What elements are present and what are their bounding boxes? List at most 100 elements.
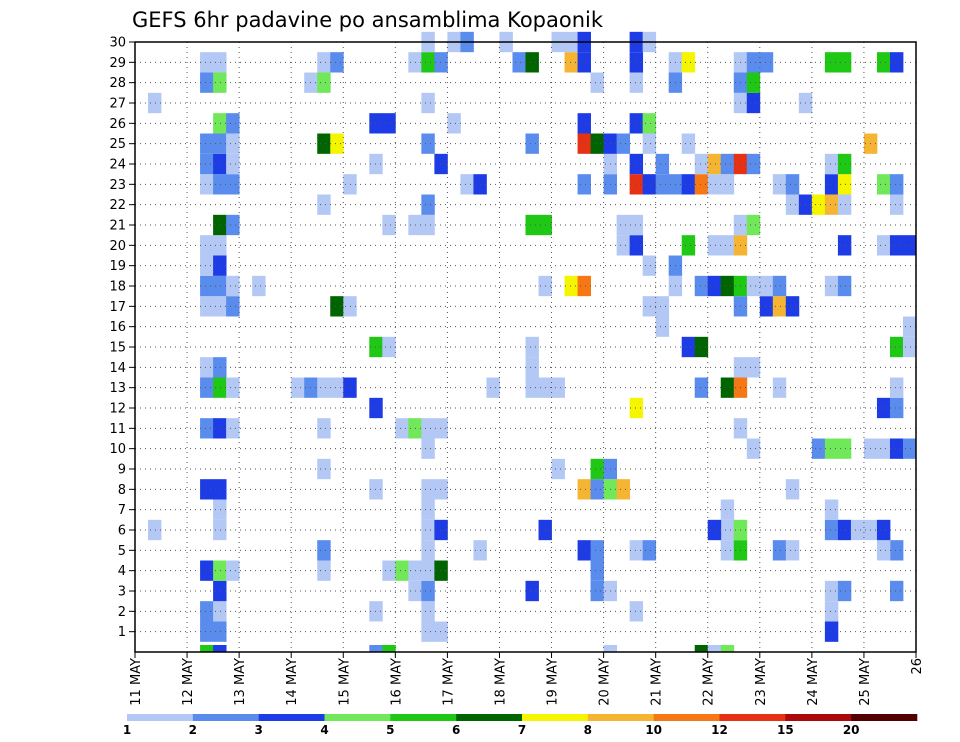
heatmap-cell <box>876 438 891 459</box>
y-tick-label: 28 <box>109 76 126 91</box>
legend-color-swatch <box>587 714 654 721</box>
legend-color-swatch <box>258 714 325 721</box>
heatmap-cell <box>590 72 604 93</box>
heatmap-cell <box>200 621 214 642</box>
legend-color-swatch <box>456 714 523 721</box>
y-tick-label: 8 <box>118 483 126 498</box>
heatmap-cell <box>317 72 331 93</box>
heatmap-cell <box>213 52 227 73</box>
heatmap-cell <box>590 479 604 500</box>
y-tick-label: 2 <box>118 605 126 620</box>
heatmap-cell <box>772 377 787 398</box>
heatmap-cell <box>213 560 227 581</box>
heatmap-cell <box>434 479 448 500</box>
heatmap-cell <box>889 336 904 358</box>
heatmap-cell <box>655 296 670 317</box>
y-tick-label: 1 <box>118 625 126 640</box>
heatmap-cell <box>564 275 578 297</box>
x-tick-label: 12 MAY <box>181 658 196 706</box>
x-tick-label: 16 MAY <box>389 658 404 706</box>
color-legend: 1 2 3 4 5 6 7 8 10 12 15 20 <box>123 714 918 737</box>
heatmap-cell <box>226 153 240 175</box>
heatmap-cell <box>590 540 604 561</box>
heatmap-cell <box>785 296 800 317</box>
heatmap-cell <box>720 499 735 520</box>
heatmap-cell <box>759 52 774 73</box>
heatmap-cell <box>707 519 722 541</box>
heatmap-cell <box>577 540 591 561</box>
heatmap-cell <box>785 540 800 561</box>
y-tick-label: 30 <box>109 36 126 51</box>
heatmap-cell <box>434 621 448 642</box>
heatmap-cell <box>525 52 539 73</box>
y-tick-label: 23 <box>109 178 126 193</box>
heatmap-cell <box>772 540 787 561</box>
heatmap-cell <box>148 519 162 541</box>
heatmap-cell <box>421 540 435 561</box>
heatmap-cell <box>590 580 604 602</box>
heatmap-cell <box>525 214 539 236</box>
heatmap-cell <box>226 418 240 439</box>
y-tick-label: 21 <box>109 219 126 234</box>
heatmap-cell <box>525 133 539 154</box>
heatmap-cell <box>655 153 670 175</box>
heatmap-cell <box>785 174 800 195</box>
heatmap-cell <box>746 52 761 73</box>
legend-label: 20 <box>843 723 860 737</box>
heatmap-cell <box>720 153 735 175</box>
heatmap-cell <box>213 357 227 378</box>
legend-color-swatch <box>324 714 391 721</box>
heatmap-cell <box>824 275 839 297</box>
heatmap-cell <box>317 418 331 439</box>
x-tick-label: 17 MAY <box>441 658 456 706</box>
heatmap-cell <box>772 275 787 297</box>
heatmap-cell <box>876 235 891 256</box>
y-tick-label: 4 <box>118 564 126 579</box>
heatmap-cell <box>213 153 227 175</box>
heatmap-cell <box>590 458 604 480</box>
heatmap-cell <box>629 601 644 622</box>
heatmap-cell <box>681 235 696 256</box>
heatmap-cell <box>785 194 800 215</box>
legend-color-swatch <box>785 714 852 721</box>
heatmap-cell <box>200 275 214 297</box>
x-tick-label: 19 MAY <box>546 658 561 706</box>
heatmap-cell <box>811 438 826 459</box>
heatmap-cell <box>369 153 383 175</box>
legend-label: 8 <box>584 723 592 737</box>
heatmap-cell <box>889 52 904 73</box>
heatmap-cell <box>837 580 852 602</box>
heatmap-cell <box>902 316 917 337</box>
heatmap-cell <box>226 214 240 236</box>
heatmap-cell <box>772 174 787 195</box>
heatmap-cell <box>629 113 644 134</box>
legend-label: 7 <box>518 723 526 737</box>
heatmap-cell <box>421 418 435 439</box>
heatmap-cell <box>889 438 904 459</box>
heatmap-cell <box>200 52 214 73</box>
heatmap-cell <box>317 377 331 398</box>
heatmap-cell <box>642 174 657 195</box>
heatmap-cell <box>421 214 435 236</box>
heatmap-cell <box>434 519 448 541</box>
heatmap-cell <box>421 438 435 459</box>
heatmap-cell <box>824 621 839 642</box>
heatmap-cell <box>421 580 435 602</box>
heatmap-cell <box>226 296 240 317</box>
heatmap-cell <box>720 174 735 195</box>
heatmap-cell <box>226 377 240 398</box>
y-tick-label: 16 <box>109 320 126 335</box>
heatmap-cell <box>889 377 904 398</box>
heatmap-cell <box>525 336 539 358</box>
x-tick-label: 23 MAY <box>754 658 769 706</box>
heatmap-cell <box>876 52 891 73</box>
heatmap-cell <box>395 560 409 581</box>
heatmap-cell <box>616 479 631 500</box>
heatmap-cell <box>707 174 722 195</box>
heatmap-cell <box>200 296 214 317</box>
y-tick-label: 13 <box>109 381 126 396</box>
heatmap-cell <box>629 174 644 195</box>
heatmap-cell <box>889 580 904 602</box>
heatmap-cell <box>200 645 214 652</box>
heatmap-cell <box>889 235 904 256</box>
